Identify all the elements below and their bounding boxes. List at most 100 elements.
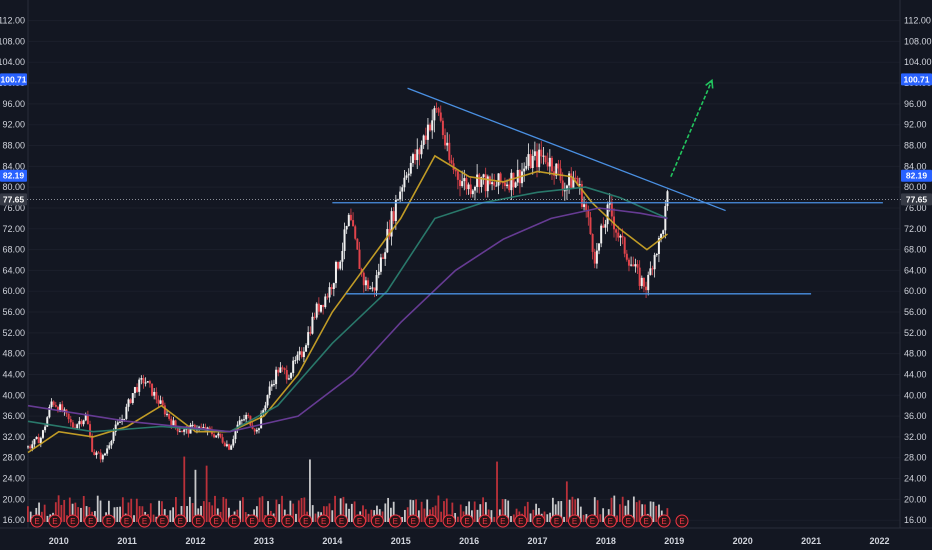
candle-body: [35, 436, 38, 439]
candle-body: [163, 405, 166, 415]
earnings-marker: [550, 514, 564, 528]
candle-body: [450, 160, 453, 164]
volume-bar: [292, 503, 295, 522]
candle-body: [157, 399, 160, 404]
candle-body: [456, 171, 459, 180]
volume-bar: [121, 497, 124, 522]
volume-bar: [345, 503, 348, 522]
candle-body: [285, 370, 288, 380]
candle-body: [501, 182, 504, 184]
candle-body: [647, 274, 650, 291]
volume-bar: [437, 495, 440, 522]
earnings-marker: [155, 514, 169, 528]
candle-body: [512, 172, 515, 188]
volume-bar: [459, 504, 462, 522]
candle-body: [78, 421, 81, 425]
volume-bar: [465, 506, 468, 522]
earnings-marker-label: E: [34, 517, 39, 526]
candle-body: [27, 446, 29, 448]
y-tick-label-right: 80.00: [904, 182, 927, 192]
earnings-marker-label: E: [446, 517, 451, 526]
volume-bar: [616, 515, 619, 522]
volume-bar: [194, 469, 197, 522]
y-tick-label-right: 56.00: [904, 307, 927, 317]
candle-body: [418, 149, 421, 155]
candle-body: [439, 112, 442, 121]
volume-bar: [57, 495, 60, 522]
candle-body: [300, 351, 303, 357]
candle-body: [461, 181, 464, 187]
candle-body: [411, 154, 414, 163]
candle-body: [495, 185, 498, 187]
candle-body: [332, 283, 335, 290]
candle-body: [642, 277, 645, 287]
earnings-marker-label: E: [393, 517, 398, 526]
y-tick-label-right: 84.00: [904, 161, 927, 171]
candle-body: [208, 427, 211, 430]
volume-bar: [138, 506, 141, 522]
y-tick-label-right: 108.00: [904, 36, 932, 46]
volume-bar: [482, 497, 484, 522]
earnings-marker-label: E: [679, 517, 684, 526]
candle-body: [108, 445, 111, 449]
y-tick-label-right: 64.00: [904, 265, 927, 275]
volume-bar: [457, 516, 459, 522]
volume-bar: [420, 501, 423, 522]
volume-bar: [387, 497, 390, 522]
candle-body: [69, 419, 72, 423]
earnings-marker-label: E: [500, 517, 505, 526]
x-tick-label: 2016: [459, 536, 479, 546]
earnings-marker-label: E: [482, 517, 487, 526]
candle-body: [161, 400, 164, 406]
candle-body: [148, 381, 151, 384]
volume-bar: [191, 503, 194, 522]
earnings-marker-label: E: [249, 517, 254, 526]
y-tick-label-right: 48.00: [904, 349, 927, 359]
volume-bar: [88, 507, 91, 522]
candle-body: [255, 429, 258, 432]
volume-bar: [632, 496, 635, 522]
volume-bar: [54, 502, 57, 522]
volume-bar: [38, 502, 40, 522]
candle-body: [339, 261, 342, 269]
volume-bar: [172, 507, 175, 522]
price-badge-right: [901, 169, 932, 182]
volume-bar: [563, 516, 565, 522]
volume-bar: [29, 511, 32, 522]
volume-bar: [71, 503, 74, 522]
volume-bar: [85, 506, 88, 522]
volume-bar: [303, 497, 306, 522]
y-tick-label-left: 40.00: [2, 390, 25, 400]
candle-body: [435, 108, 438, 110]
volume-bar: [644, 504, 646, 522]
volume-bar: [63, 499, 66, 522]
volume-bar: [261, 496, 264, 522]
volume-bar: [180, 506, 183, 522]
volume-bar: [417, 510, 420, 522]
candle-body: [59, 404, 62, 412]
candle-body: [390, 211, 393, 237]
volume-bar: [434, 505, 437, 522]
candle-body: [144, 382, 147, 384]
candle-body: [166, 413, 169, 415]
candle-body: [587, 210, 590, 218]
candle-body: [521, 171, 524, 184]
candle-body: [302, 351, 305, 357]
y-tick-label-left: 112.00: [0, 16, 25, 26]
volume-bar: [96, 495, 99, 522]
candle-body: [272, 384, 275, 386]
volume-bar: [638, 500, 641, 522]
candle-body: [565, 185, 568, 191]
volume-bar: [244, 512, 247, 522]
candle-body: [305, 345, 308, 352]
earnings-marker: [639, 514, 653, 528]
candle-body: [636, 264, 639, 268]
candle-body: [260, 413, 263, 429]
arrow-head: [705, 78, 714, 89]
candle-body: [46, 417, 49, 427]
candle-body: [103, 453, 106, 456]
earnings-marker: [424, 514, 438, 528]
earnings-marker: [603, 514, 617, 528]
candle-body: [221, 437, 224, 443]
